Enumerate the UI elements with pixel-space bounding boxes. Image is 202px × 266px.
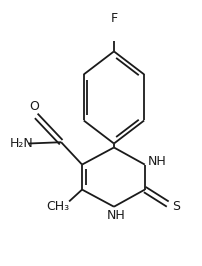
Text: NH: NH xyxy=(107,209,125,222)
Text: H₂N: H₂N xyxy=(9,137,33,150)
Text: F: F xyxy=(110,12,118,25)
Text: S: S xyxy=(172,200,180,213)
Text: CH₃: CH₃ xyxy=(47,200,70,213)
Text: O: O xyxy=(29,100,39,113)
Text: NH: NH xyxy=(148,155,167,168)
